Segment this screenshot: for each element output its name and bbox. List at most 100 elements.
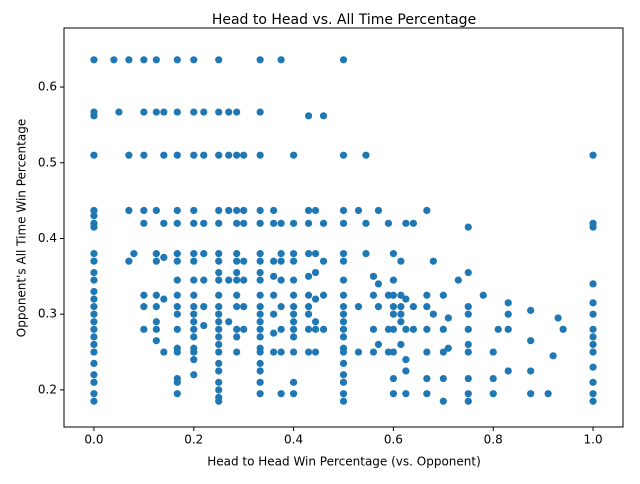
- point: [277, 250, 285, 258]
- point: [270, 348, 278, 356]
- point: [304, 219, 313, 227]
- point: [215, 291, 223, 299]
- y-tick-label: 0.2: [38, 382, 57, 396]
- point: [277, 348, 285, 356]
- point: [389, 374, 398, 383]
- point: [90, 390, 98, 398]
- point: [289, 318, 298, 326]
- point: [215, 219, 223, 227]
- point: [479, 291, 487, 299]
- point: [90, 268, 98, 277]
- point: [256, 325, 264, 333]
- point: [384, 325, 393, 333]
- point: [304, 112, 313, 120]
- point: [152, 206, 160, 215]
- point: [90, 333, 98, 341]
- point: [173, 219, 181, 227]
- point: [90, 56, 98, 64]
- point: [215, 310, 223, 318]
- point: [304, 206, 313, 215]
- point: [190, 371, 198, 379]
- point: [173, 303, 181, 311]
- point: [152, 303, 160, 311]
- point: [311, 268, 320, 277]
- point: [339, 318, 348, 326]
- point: [190, 310, 198, 318]
- point: [402, 367, 410, 375]
- point: [90, 295, 98, 303]
- point: [589, 378, 597, 386]
- point: [90, 151, 98, 159]
- point: [270, 219, 278, 227]
- point: [240, 151, 248, 159]
- point: [402, 219, 410, 227]
- point: [339, 250, 348, 258]
- point: [200, 321, 208, 330]
- point: [215, 333, 223, 341]
- point: [233, 206, 241, 215]
- point: [233, 303, 241, 311]
- point: [233, 257, 241, 265]
- point: [125, 206, 133, 215]
- point: [115, 108, 123, 116]
- point: [173, 291, 181, 299]
- point: [339, 257, 348, 265]
- point: [384, 219, 393, 227]
- point: [589, 390, 597, 398]
- point: [160, 151, 168, 159]
- point: [464, 268, 472, 277]
- point: [311, 348, 320, 356]
- point: [402, 325, 410, 333]
- point: [384, 348, 393, 356]
- x-tick-label: 0.8: [484, 433, 503, 447]
- x-tick-label: 1.0: [584, 433, 603, 447]
- point: [190, 356, 198, 364]
- point: [270, 272, 278, 280]
- point: [215, 386, 223, 394]
- point: [200, 276, 208, 284]
- point: [289, 250, 298, 258]
- chart-title: Head to Head vs. All Time Percentage: [212, 12, 476, 28]
- point: [439, 325, 447, 333]
- point: [173, 56, 181, 64]
- point: [256, 333, 264, 341]
- point: [173, 151, 181, 159]
- point: [90, 340, 98, 349]
- point: [90, 250, 98, 258]
- point: [289, 276, 298, 284]
- point: [140, 303, 148, 311]
- point: [339, 56, 348, 64]
- point: [125, 257, 133, 265]
- point: [409, 325, 417, 333]
- point: [339, 348, 348, 356]
- point: [140, 151, 148, 159]
- point: [256, 367, 264, 375]
- point: [215, 303, 223, 311]
- point: [339, 371, 348, 379]
- point: [429, 310, 437, 318]
- point: [215, 348, 223, 356]
- point: [140, 291, 148, 299]
- point: [110, 56, 118, 64]
- point: [190, 257, 198, 265]
- point: [277, 56, 285, 64]
- point: [402, 356, 410, 364]
- point: [90, 112, 98, 120]
- point: [402, 295, 410, 303]
- point: [304, 272, 313, 280]
- point: [233, 276, 241, 284]
- point: [160, 348, 168, 356]
- point: [225, 151, 233, 159]
- point: [256, 348, 264, 356]
- x-tick-label: 0.4: [284, 433, 303, 447]
- point: [589, 325, 597, 333]
- point: [354, 303, 363, 311]
- point: [339, 303, 348, 311]
- point: [439, 374, 447, 383]
- point: [319, 291, 328, 299]
- point: [549, 352, 557, 360]
- point: [319, 325, 328, 333]
- x-tick-label: 0.0: [84, 433, 103, 447]
- point: [90, 378, 98, 386]
